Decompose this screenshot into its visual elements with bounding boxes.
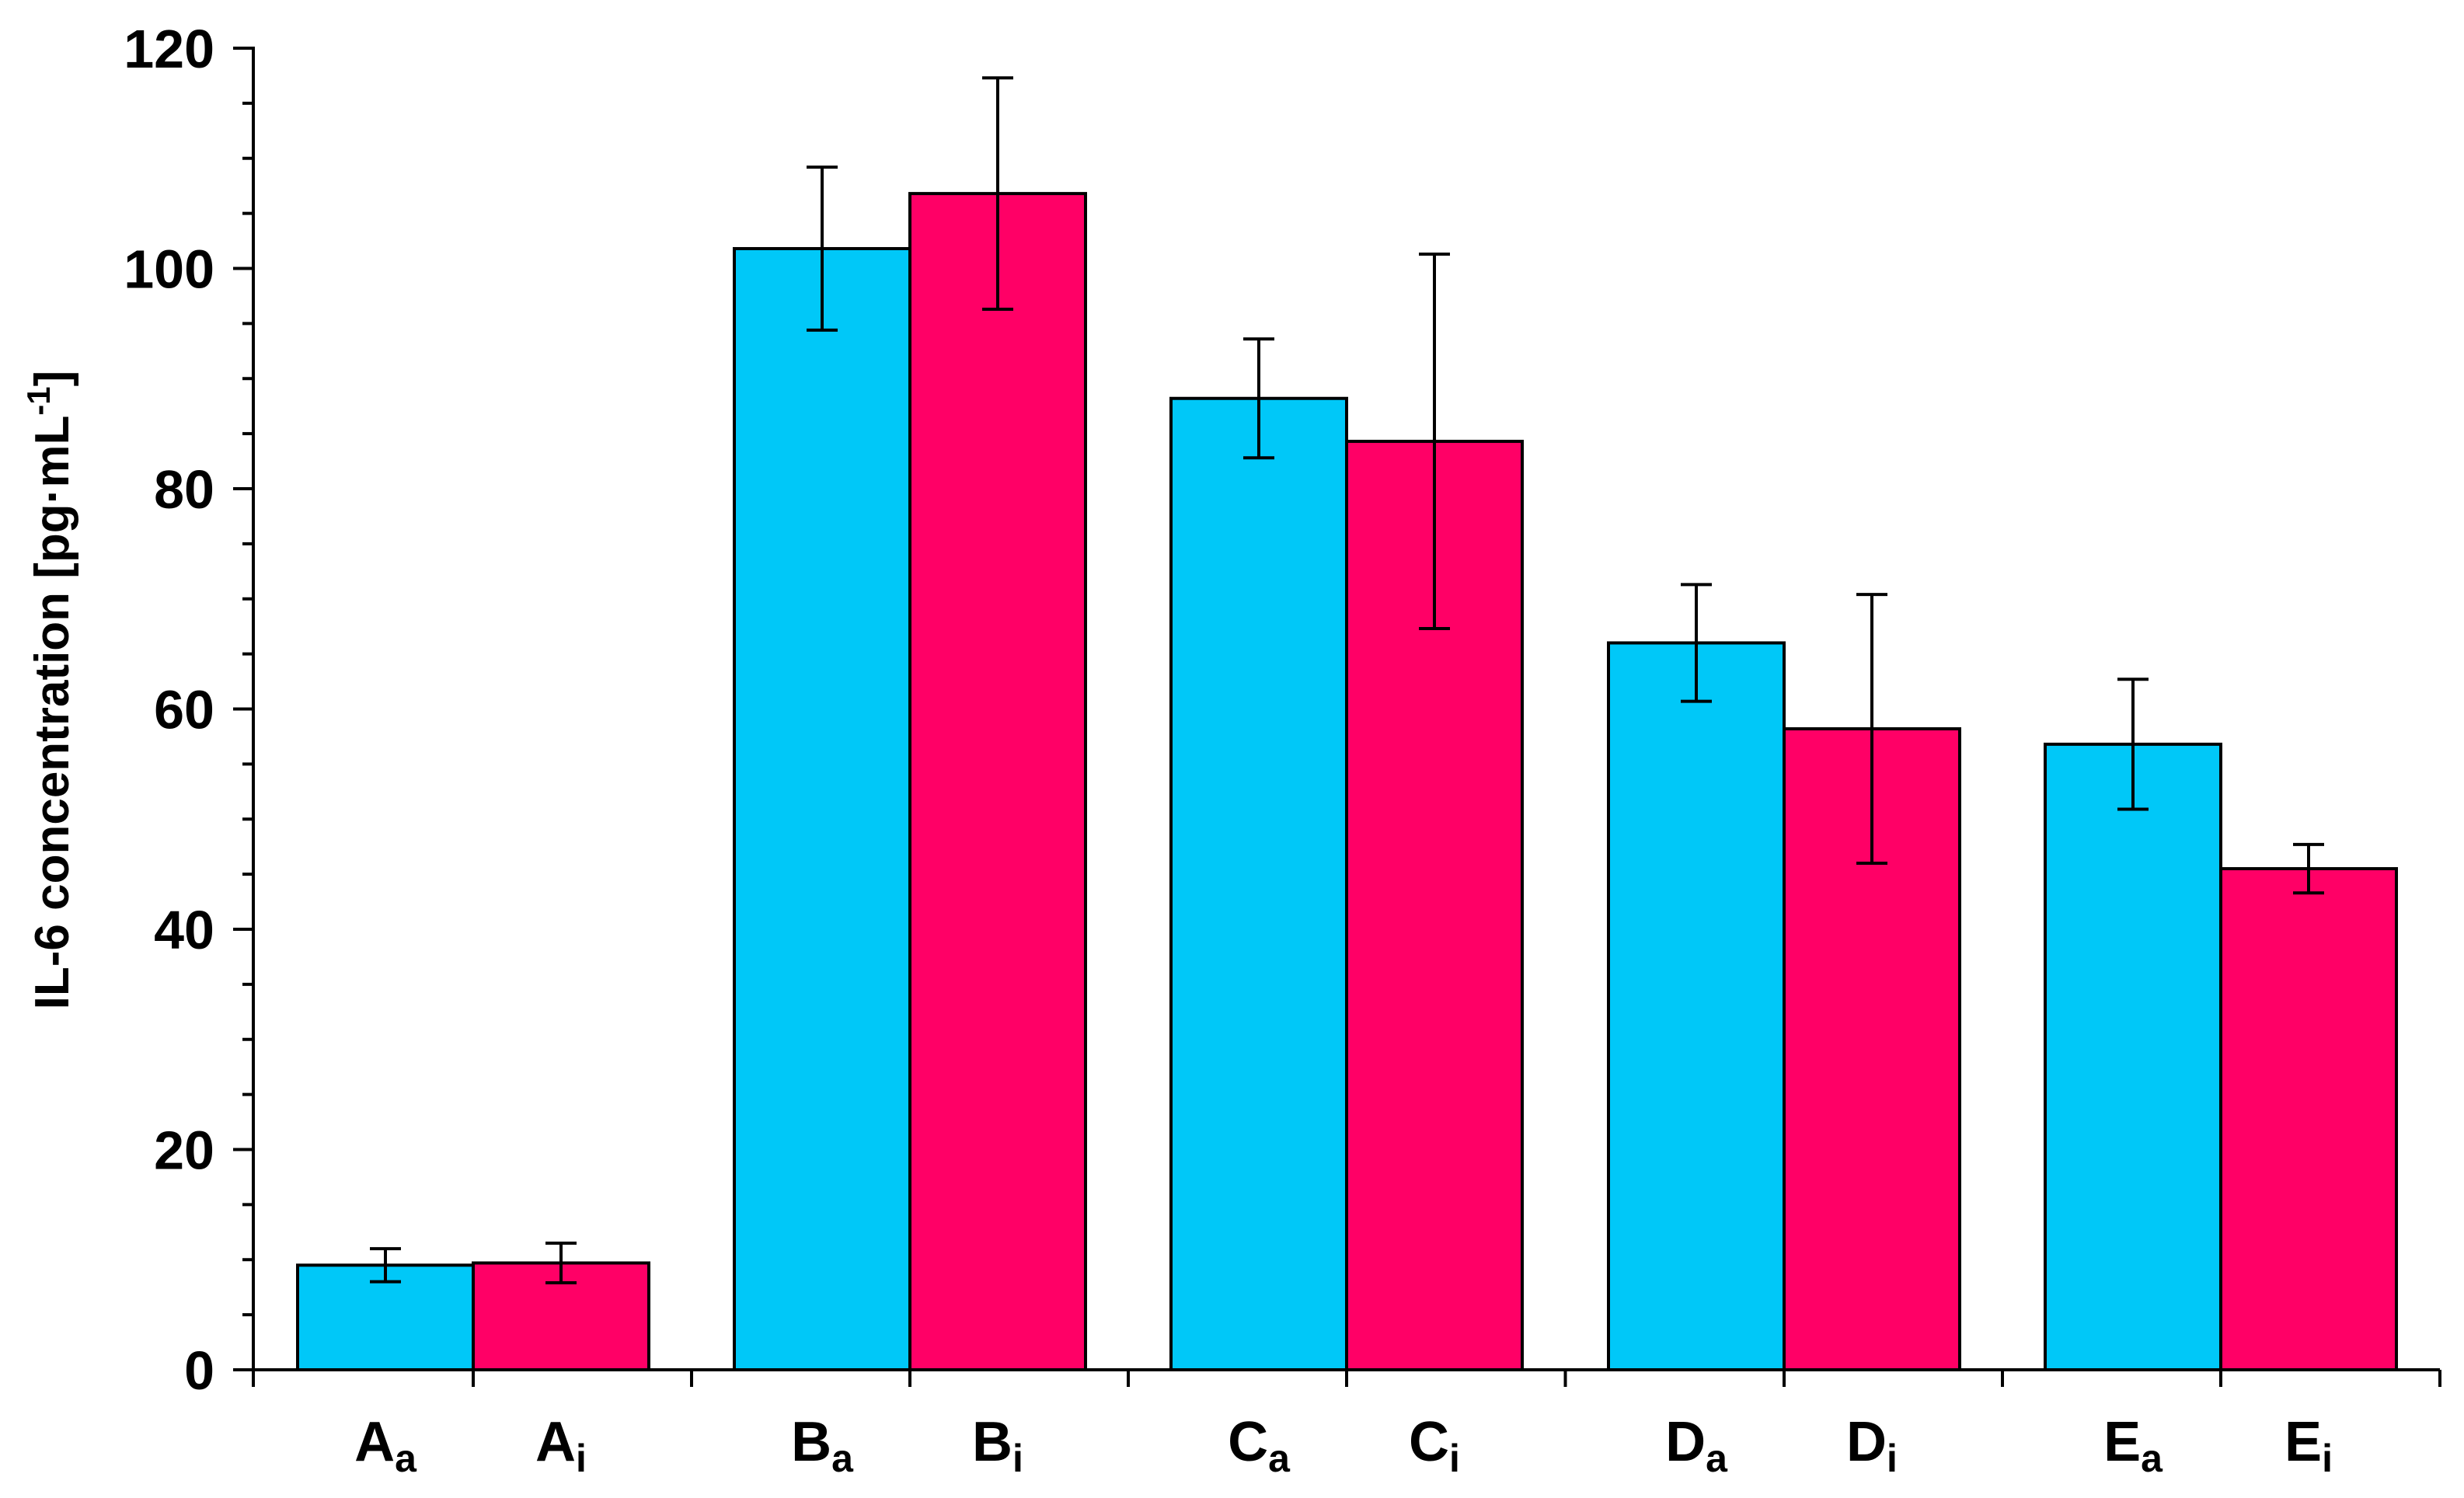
x-tick-label-sub: a — [2141, 1437, 2163, 1480]
x-tick-label-sub: i — [1887, 1437, 1898, 1480]
y-tick-label-20: 20 — [154, 1120, 214, 1181]
bar-Ei — [2219, 867, 2398, 1371]
bars-layer — [296, 192, 2398, 1372]
x-tick-label-sub: a — [831, 1437, 854, 1480]
x-tick-label-Bi: Bi — [972, 1411, 1023, 1480]
y-tick-label-80: 80 — [154, 459, 214, 520]
y-tick-label-120: 120 — [124, 19, 214, 79]
y-tick-label-40: 40 — [154, 900, 214, 960]
x-tick-label-main: B — [791, 1411, 831, 1473]
bar-Ea — [2044, 742, 2222, 1371]
y-axis-title-sup: -1 — [20, 386, 57, 415]
x-tick-label-main: E — [2285, 1411, 2322, 1473]
bar-Bi — [908, 192, 1087, 1372]
y-tick-label-60: 60 — [154, 680, 214, 740]
x-tick-label-sub: i — [2322, 1437, 2333, 1480]
x-tick-label-main: E — [2103, 1411, 2141, 1473]
y-axis-title-end: ] — [26, 371, 79, 387]
x-tick-label-main: A — [354, 1411, 395, 1473]
x-tick-label-Ea: Ea — [2103, 1411, 2163, 1480]
x-tick-label-sub: i — [1012, 1437, 1023, 1480]
x-tick-label-Di: Di — [1846, 1411, 1898, 1480]
x-tick-label-Ci: Ci — [1409, 1411, 1460, 1480]
bar-Da — [1607, 641, 1786, 1371]
y-tick-label-100: 100 — [124, 239, 214, 300]
x-tick-label-main: B — [972, 1411, 1012, 1473]
x-tick-label-Ei: Ei — [2285, 1411, 2333, 1480]
x-tick-label-sub: i — [576, 1437, 587, 1480]
bar-Ba — [733, 246, 911, 1371]
x-tick-label-Ai: Ai — [535, 1411, 587, 1480]
x-tick-label-Da: Da — [1665, 1411, 1728, 1480]
y-axis-title: IL-6 concentration [pg·mL-1] — [20, 371, 79, 1010]
y-axis-title-text: IL-6 concentration [pg·mL — [26, 416, 79, 1010]
x-tick-label-main: D — [1665, 1411, 1706, 1473]
x-tick-label-sub: a — [1268, 1437, 1291, 1480]
x-tick-label-sub: a — [1706, 1437, 1728, 1480]
x-tick-label-Ba: Ba — [791, 1411, 854, 1480]
x-tick-label-main: A — [535, 1411, 576, 1473]
x-tick-label-main: C — [1409, 1411, 1449, 1473]
error-bars-layer — [370, 76, 2324, 1285]
x-tick-label-Ca: Ca — [1228, 1411, 1291, 1480]
x-tick-label-Aa: Aa — [354, 1411, 417, 1480]
bar-Ca — [1169, 396, 1348, 1371]
x-tick-label-main: D — [1846, 1411, 1887, 1473]
x-tick-label-sub: a — [395, 1437, 417, 1480]
axes-layer — [233, 47, 2441, 1387]
x-tick-label-sub: i — [1449, 1437, 1460, 1480]
y-tick-label-0: 0 — [184, 1340, 214, 1401]
x-tick-label-main: C — [1228, 1411, 1268, 1473]
